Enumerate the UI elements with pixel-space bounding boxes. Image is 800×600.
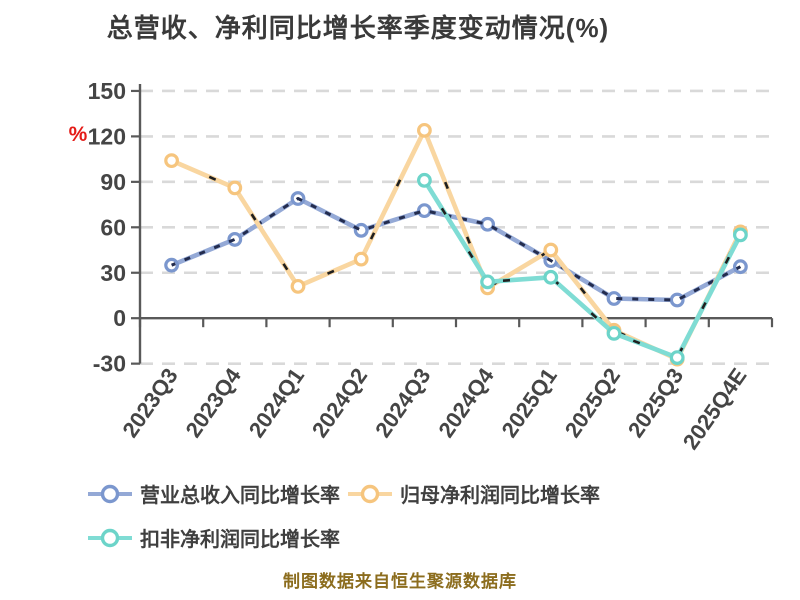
data-point-non_gaap[interactable] [669, 350, 685, 365]
y-axis-unit-label: % [69, 123, 88, 146]
line-circle-marker-icon [348, 484, 392, 503]
svg-text:2025Q2: 2025Q2 [560, 364, 625, 442]
svg-text:2024Q4: 2024Q4 [433, 363, 499, 442]
data-point-non_gaap[interactable] [606, 325, 622, 341]
y-axis-labels: 150 120 90 60 30 0 -30 [88, 78, 126, 377]
svg-text:60: 60 [100, 214, 126, 240]
line-circle-marker-icon [88, 484, 132, 503]
line-circle-marker-icon [88, 528, 132, 547]
data-point-non_gaap[interactable] [480, 274, 496, 290]
svg-text:2024Q2: 2024Q2 [307, 364, 372, 442]
data-point-non_gaap[interactable] [417, 172, 432, 188]
data-point-net_profit[interactable] [290, 278, 306, 294]
data-source-caption: 制图数据来自恒生聚源数据库 [283, 572, 517, 591]
svg-text:2024Q3: 2024Q3 [370, 364, 435, 442]
data-point-non_gaap[interactable] [733, 227, 748, 243]
svg-text:2025Q1: 2025Q1 [497, 364, 562, 442]
svg-text:150: 150 [88, 78, 126, 104]
legend-item-label: 营业总收入同比增长率 [140, 485, 340, 507]
series-net_profit [164, 122, 748, 367]
legend-item-label: 扣非净利润同比增长率 [140, 529, 340, 551]
series-revenue [164, 191, 748, 308]
svg-text:2025Q3: 2025Q3 [623, 364, 688, 442]
series-non_gaap [417, 172, 748, 365]
x-axis-labels: 2023Q32023Q42024Q12024Q22024Q32024Q42025… [117, 363, 751, 454]
data-point-net_profit[interactable] [164, 153, 180, 169]
data-point-revenue[interactable] [227, 232, 243, 247]
svg-text:-30: -30 [93, 351, 126, 377]
svg-text:90: 90 [100, 169, 126, 195]
svg-text:2023Q3: 2023Q3 [117, 364, 182, 442]
axes [131, 84, 774, 365]
data-point-revenue[interactable] [417, 203, 432, 219]
data-point-non_gaap[interactable] [543, 269, 559, 285]
data-point-revenue[interactable] [353, 222, 369, 238]
svg-text:2024Q1: 2024Q1 [244, 364, 309, 442]
svg-text:2025Q4E: 2025Q4E [678, 364, 752, 454]
legend-item-net-profit[interactable]: 归母净利润同比增长率 [348, 479, 600, 508]
growth-line-chart-canvas: 1501209060300-30%2023Q32023Q42024Q12024Q… [69, 78, 774, 454]
data-point-net_profit[interactable] [227, 180, 243, 196]
data-point-net_profit[interactable] [353, 251, 369, 267]
legend-item-non-gaap[interactable]: 扣非净利润同比增长率 [88, 523, 340, 552]
legend-item-label: 归母净利润同比增长率 [400, 485, 600, 507]
svg-text:2023Q4: 2023Q4 [181, 363, 247, 442]
data-point-revenue[interactable] [669, 292, 685, 308]
legend-item-revenue[interactable]: 营业总收入同比增长率 [88, 479, 340, 508]
chart-title: 总营收、净利同比增长率季度变动情况(%) [106, 13, 610, 43]
svg-text:120: 120 [88, 123, 126, 149]
data-point-net_profit[interactable] [543, 242, 559, 258]
data-point-net_profit[interactable] [417, 122, 432, 138]
svg-text:30: 30 [100, 260, 126, 286]
data-point-revenue[interactable] [733, 259, 748, 275]
svg-text:0: 0 [113, 305, 126, 331]
